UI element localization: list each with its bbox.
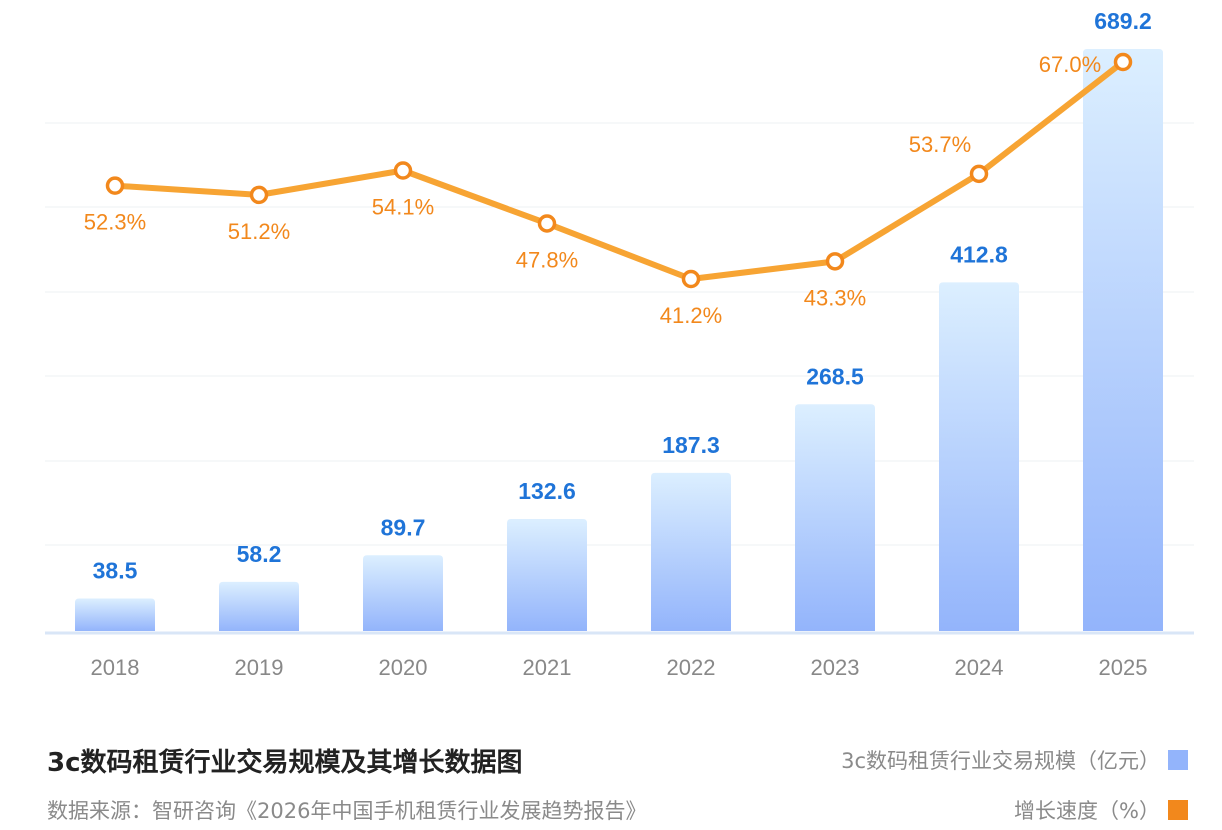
- bar-value-label: 132.6: [518, 478, 576, 504]
- bar: [795, 404, 875, 631]
- x-tick-label: 2021: [523, 655, 572, 680]
- bar-value-label: 89.7: [381, 514, 426, 540]
- legend-swatch-bar: [1168, 750, 1188, 770]
- growth-value-label: 53.7%: [909, 132, 971, 157]
- bar: [507, 519, 587, 631]
- growth-value-label: 67.0%: [1039, 52, 1101, 77]
- growth-point: [1113, 52, 1133, 72]
- x-tick-label: 2023: [811, 655, 860, 680]
- bar: [363, 555, 443, 631]
- bar-value-label: 38.5: [93, 557, 138, 583]
- bar: [651, 472, 731, 631]
- x-tick-label: 2019: [235, 655, 284, 680]
- growth-value-label: 52.3%: [84, 210, 146, 235]
- growth-point: [825, 252, 845, 271]
- bar: [75, 598, 155, 631]
- bar: [939, 282, 1019, 631]
- legend-item-line: 增长速度（%）: [1014, 795, 1188, 825]
- growth-point: [105, 176, 125, 195]
- growth-point: [969, 164, 989, 184]
- growth-value-label: 51.2%: [228, 219, 290, 244]
- growth-value-label: 41.2%: [660, 303, 722, 328]
- bar-value-label: 187.3: [662, 432, 720, 458]
- bar: [1083, 49, 1163, 631]
- growth-value-label: 54.1%: [372, 195, 434, 220]
- growth-point: [249, 185, 269, 205]
- bar-value-label: 268.5: [806, 363, 864, 389]
- bar-value-label: 689.2: [1094, 8, 1152, 34]
- bar-series: [75, 49, 1163, 631]
- x-tick-label: 2024: [955, 655, 1004, 680]
- grid-lines: [45, 122, 1194, 635]
- legend-swatch-line: [1168, 800, 1188, 820]
- growth-value-labels: 52.3% 51.2% 54.1% 47.8% 41.2% 43.3% 53.7% 67.0%: [84, 52, 1101, 328]
- x-axis-tick-labels: 2018 2019 2020 2021 2022 2023 2024 2025: [91, 655, 1148, 680]
- x-tick-label: 2020: [379, 655, 428, 680]
- growth-value-label: 47.8%: [516, 247, 578, 272]
- data-source: 数据来源：智研咨询《2026年中国手机租赁行业发展趋势报告》: [47, 799, 647, 823]
- bar-value-label: 58.2: [237, 541, 282, 567]
- bar: [219, 581, 299, 631]
- growth-value-label: 43.3%: [804, 285, 866, 310]
- bar-value-labels: 38.5 58.2 89.7 132.6 187.3 268.5 412.8 689.2: [93, 8, 1152, 583]
- legend-item-bar: 3c数码租赁行业交易规模（亿元）: [841, 745, 1188, 775]
- growth-line-series: [105, 52, 1133, 289]
- x-tick-label: 2018: [91, 655, 140, 680]
- chart-title: 3c数码租赁行业交易规模及其增长数据图: [47, 748, 523, 778]
- x-tick-label: 2025: [1099, 655, 1148, 680]
- growth-line: [112, 59, 1126, 282]
- legend-label-line: 增长速度（%）: [1014, 799, 1160, 823]
- bar-value-label: 412.8: [950, 241, 1008, 267]
- x-tick-label: 2022: [667, 655, 716, 680]
- combo-chart: 38.5 58.2 89.7 132.6 187.3 268.5 412.8 689.2 52…: [45, 8, 1194, 680]
- growth-point: [393, 161, 413, 180]
- growth-point: [681, 269, 701, 289]
- legend-label-bar: 3c数码租赁行业交易规模（亿元）: [841, 749, 1160, 773]
- growth-point: [537, 214, 557, 233]
